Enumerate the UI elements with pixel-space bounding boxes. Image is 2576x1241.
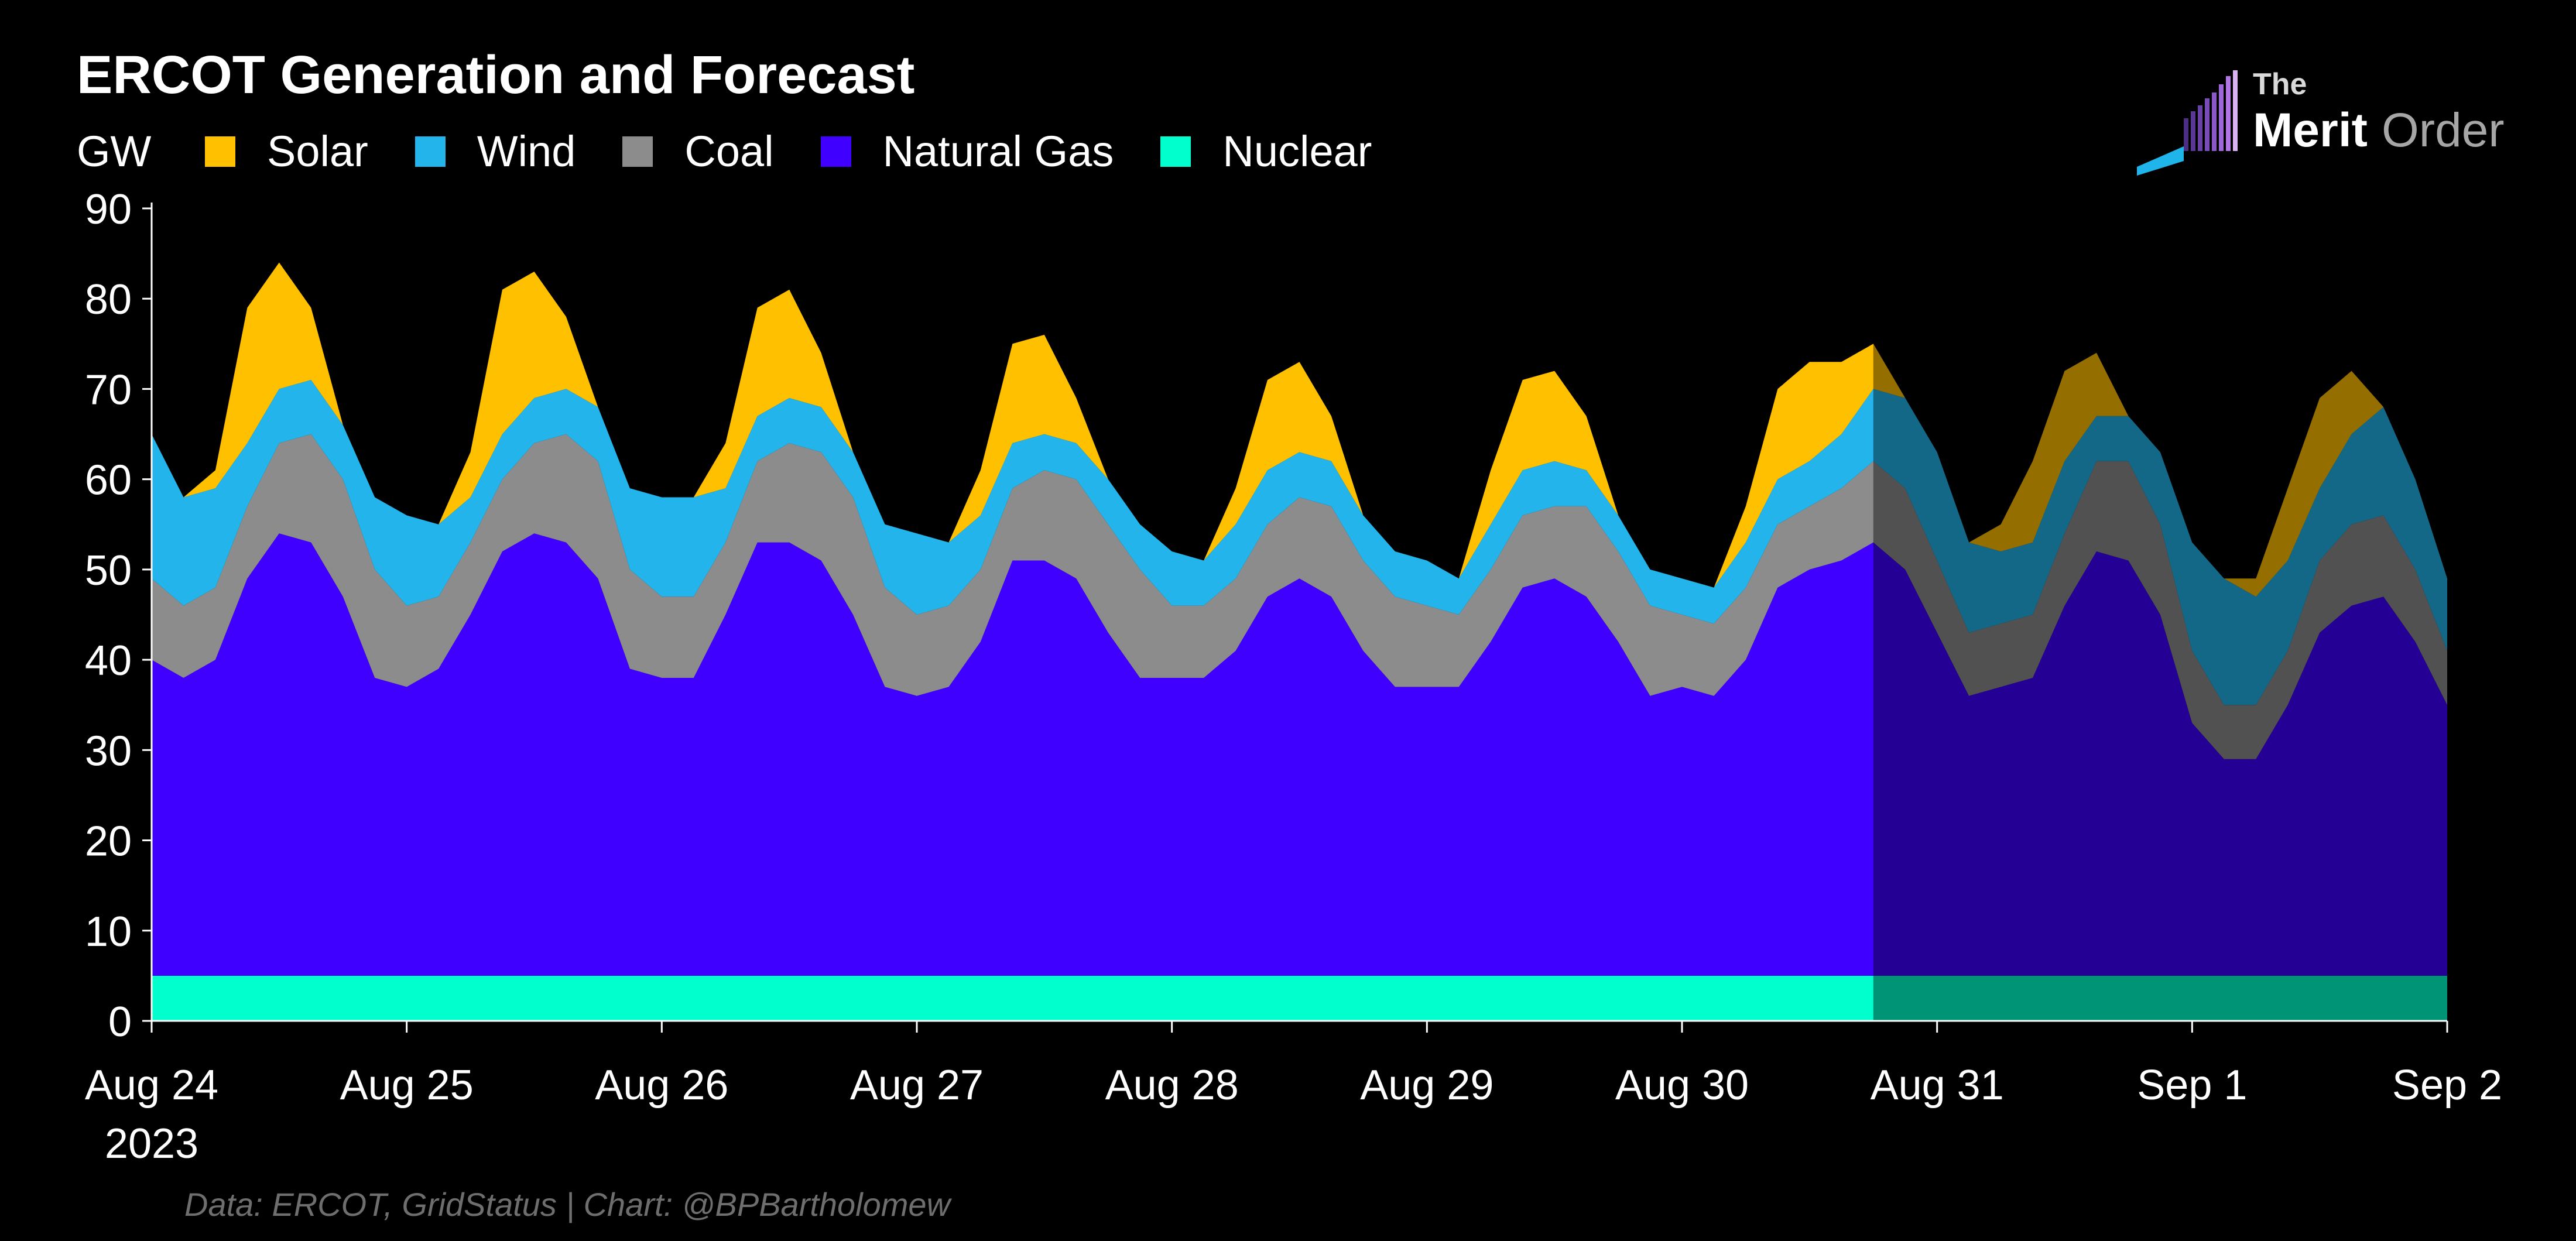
y-tick-label: 90 — [85, 186, 132, 233]
x-tick-label: Sep 1 — [2137, 1062, 2247, 1109]
area-natural-gas — [152, 533, 2447, 976]
x-tick-label: Sep 2 — [2392, 1062, 2502, 1109]
chart-title: ERCOT Generation and Forecast — [77, 45, 915, 105]
y-tick-label: 20 — [85, 818, 132, 865]
legend-label-coal: Coal — [684, 127, 774, 176]
legend-item-natural-gas: Natural Gas — [820, 127, 1114, 176]
legend-item-wind: Wind — [415, 130, 576, 173]
x-tick-label: Aug 25 — [340, 1062, 474, 1109]
source-note: Data: ERCOT, GridStatus | Chart: @BPBart… — [184, 1186, 951, 1223]
area-solar — [152, 262, 2447, 597]
y-tick-label: 10 — [85, 909, 132, 955]
logo-text-the: The — [2253, 67, 2307, 101]
forecast-shade — [1873, 197, 2447, 1021]
x-tick-label: Aug 29 — [1360, 1062, 1493, 1109]
y-tick-label: 60 — [85, 457, 132, 504]
y-tick-label: 50 — [85, 547, 132, 594]
y-tick-label: 70 — [85, 366, 132, 413]
x-year-label: 2023 — [105, 1120, 198, 1167]
area-nuclear — [152, 975, 2447, 1021]
legend-item-solar: Solar — [205, 130, 368, 173]
x-tick-label: Aug 26 — [595, 1062, 728, 1109]
legend-swatch-solar — [205, 136, 235, 167]
x-tick-label: Aug 30 — [1615, 1062, 1749, 1109]
x-tick-label: Aug 28 — [1105, 1062, 1239, 1109]
logo-text-merit: Merit — [2253, 104, 2368, 157]
legend: Solar Wind Coal Natural Gas Nuclear — [205, 130, 1419, 173]
y-tick-label: 80 — [85, 276, 132, 323]
legend-item-nuclear: Nuclear — [1160, 130, 1372, 173]
area-coal — [152, 434, 2447, 759]
axes: 0 10 20 30 40 50 60 70 80 90 Aug 24 Aug 25 Aug 26 Aug… — [85, 186, 2502, 1167]
stacked-areas — [152, 262, 2447, 1021]
legend-label-wind: Wind — [477, 127, 576, 176]
y-axis-unit: GW — [77, 127, 152, 176]
x-tick-label: Aug 31 — [1871, 1062, 2004, 1109]
legend-label-natural-gas: Natural Gas — [882, 127, 1114, 176]
legend-swatch-natural-gas — [820, 136, 851, 167]
y-tick-label: 40 — [85, 637, 132, 684]
legend-swatch-coal — [622, 136, 653, 167]
x-tick-label: Aug 27 — [850, 1062, 984, 1109]
x-tick-label: Aug 24 — [85, 1062, 218, 1109]
legend-swatch-wind — [415, 136, 446, 167]
legend-label-nuclear: Nuclear — [1222, 127, 1372, 176]
y-tick-label: 0 — [108, 999, 132, 1045]
legend-item-coal: Coal — [622, 127, 774, 176]
logo-text-order: Order — [2382, 104, 2505, 157]
y-tick-label: 30 — [85, 728, 132, 774]
legend-swatch-nuclear — [1160, 136, 1191, 167]
merit-order-logo-icon — [2137, 70, 2238, 176]
legend-label-solar: Solar — [267, 127, 368, 176]
area-wind — [152, 380, 2447, 705]
